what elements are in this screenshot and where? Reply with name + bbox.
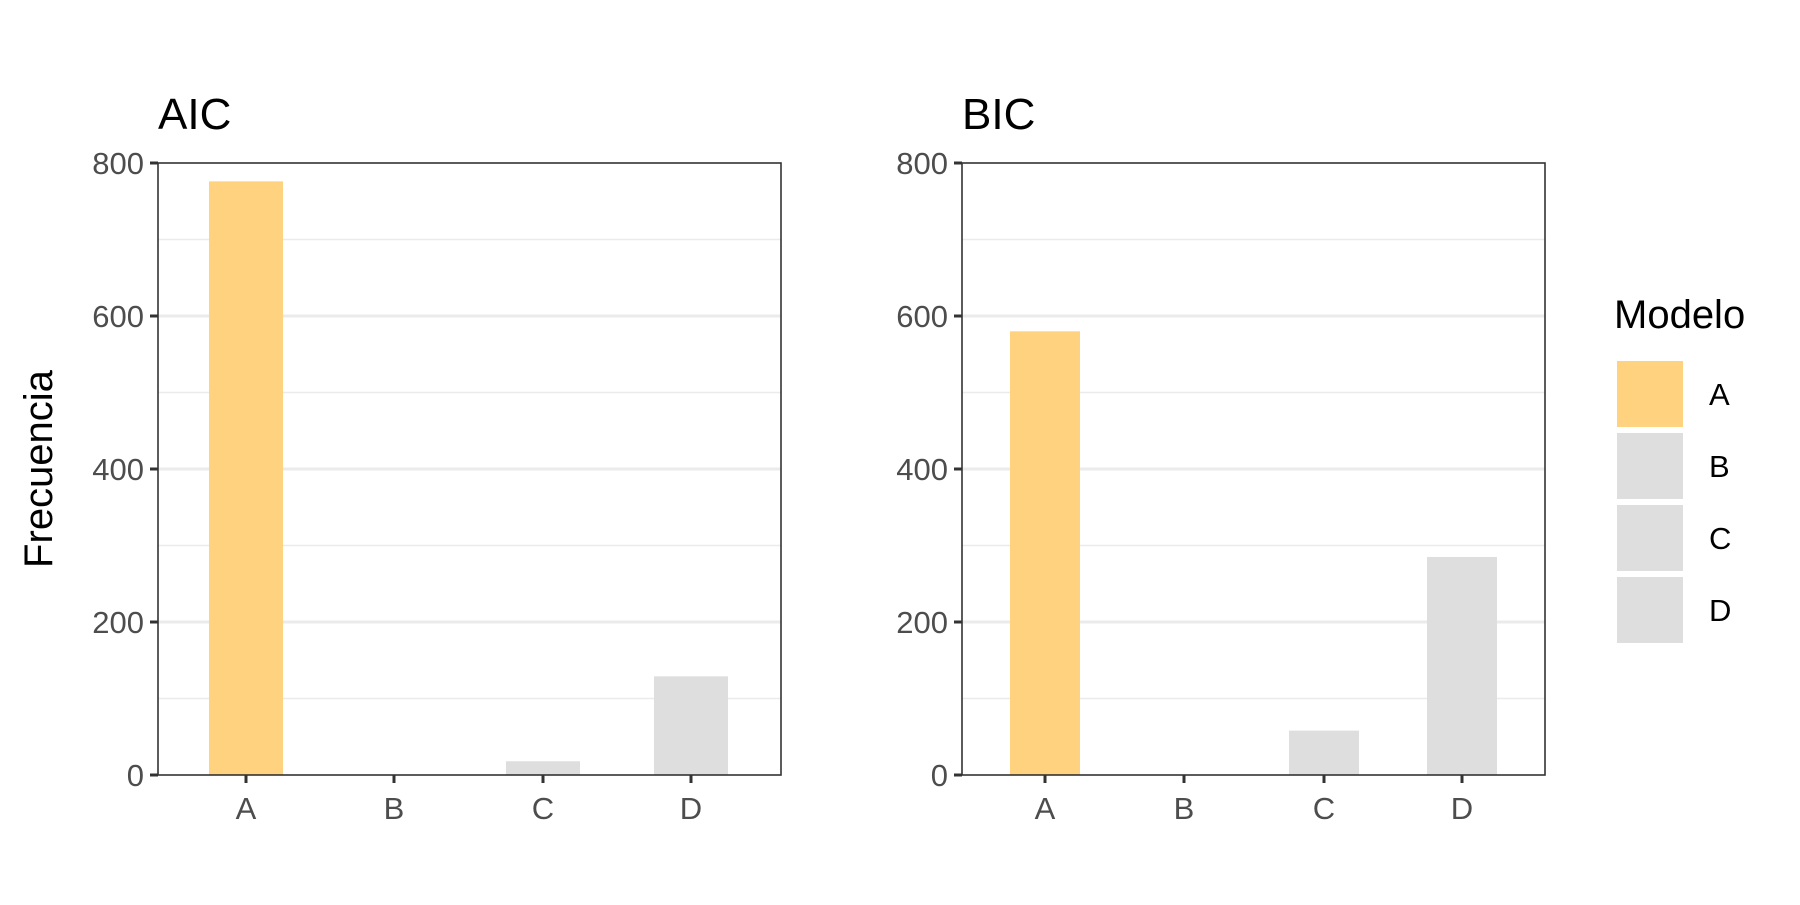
x-tick-label: C <box>532 791 554 826</box>
x-tick-label: B <box>384 791 405 826</box>
y-tick-label: 200 <box>92 605 144 640</box>
x-tick-label: D <box>680 791 702 826</box>
y-tick-label: 400 <box>896 452 948 487</box>
y-tick-label: 400 <box>92 452 144 487</box>
x-tick-label: C <box>1313 791 1335 826</box>
x-tick-label: A <box>1035 791 1056 826</box>
y-tick-label: 800 <box>92 146 144 181</box>
bar-aic-d <box>654 676 728 775</box>
panel-title: AIC <box>158 90 231 139</box>
legend-title: Modelo <box>1614 293 1745 337</box>
legend-label-b: B <box>1709 449 1730 484</box>
panel-title: BIC <box>962 90 1035 139</box>
bar-aic-c <box>506 761 580 775</box>
panels-layer: 0 200 400 600 800 A B C D AIC 0 200 400 600 800 A B C D BIC <box>92 90 1546 826</box>
y-tick-label: 600 <box>896 299 948 334</box>
bar-bic-c <box>1289 730 1359 775</box>
y-tick-label: 800 <box>896 146 948 181</box>
y-tick-label: 0 <box>931 758 948 793</box>
y-tick-label: 600 <box>92 299 144 334</box>
y-axis-title: Frecuencia <box>17 369 61 568</box>
legend-key-c <box>1617 505 1683 571</box>
bar-bic-d <box>1427 556 1497 775</box>
y-tick-label: 200 <box>896 605 948 640</box>
legend: Modelo A B C D <box>1614 293 1745 643</box>
panel-bic: 0 200 400 600 800 A B C D BIC <box>896 90 1546 826</box>
x-tick-label: A <box>236 791 257 826</box>
panel-aic: 0 200 400 600 800 A B C D AIC <box>92 90 782 826</box>
y-tick-label: 0 <box>127 758 144 793</box>
bar-bic-a <box>1010 331 1080 775</box>
x-tick-label: B <box>1174 791 1195 826</box>
legend-key-b <box>1617 433 1683 499</box>
legend-key-d <box>1617 577 1683 643</box>
legend-label-d: D <box>1709 593 1731 628</box>
x-tick-label: D <box>1451 791 1473 826</box>
legend-key-a <box>1617 361 1683 427</box>
legend-label-a: A <box>1709 377 1730 412</box>
bar-aic-a <box>209 181 283 776</box>
legend-label-c: C <box>1709 521 1731 556</box>
